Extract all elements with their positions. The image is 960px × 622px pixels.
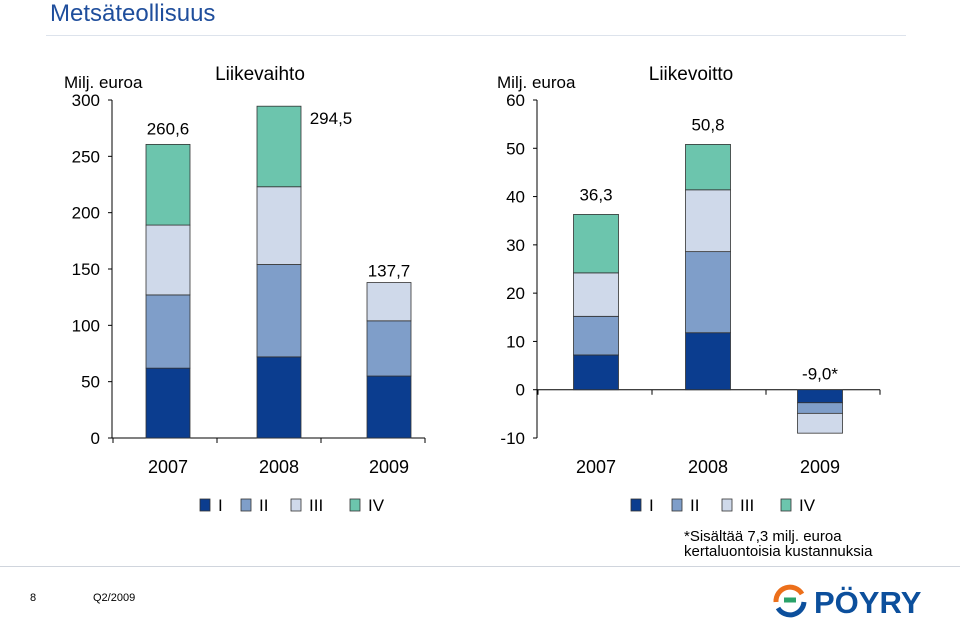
bar-segment <box>797 402 843 414</box>
legend-swatch <box>630 498 642 512</box>
legend-label: I <box>649 496 654 515</box>
unit-label: Milj. euroa <box>497 73 576 92</box>
y-tick-label: 20 <box>506 284 525 303</box>
poyry-logo: PÖYRY <box>773 584 922 618</box>
bar-segment <box>145 224 191 296</box>
bar-segment <box>366 282 412 322</box>
bar-segment <box>256 105 302 188</box>
y-tick-label: 50 <box>506 139 525 158</box>
y-tick-label: 150 <box>72 260 100 279</box>
legend-label: IV <box>368 496 385 515</box>
footer-divider <box>0 566 960 567</box>
bar-segment <box>797 389 843 404</box>
y-tick-label: 0 <box>516 381 525 400</box>
bar-segment <box>573 315 619 356</box>
bar-total-label: 260,6 <box>147 119 190 138</box>
chart-title: Liikevaihto <box>215 64 305 85</box>
bar-segment <box>145 143 191 226</box>
y-tick-label: 60 <box>506 91 525 110</box>
legend-label: I <box>218 496 223 515</box>
bar-segment <box>573 214 619 274</box>
x-category-label: 2009 <box>369 457 409 477</box>
y-tick-label: 30 <box>506 236 525 255</box>
legend-swatch <box>671 498 683 512</box>
bar-segment <box>573 354 619 391</box>
bar-segment <box>685 144 731 191</box>
bar-segment <box>145 294 191 369</box>
title-divider <box>46 35 906 36</box>
bar-segment <box>573 272 619 317</box>
y-tick-label: 0 <box>91 429 100 448</box>
legend-swatch <box>199 498 211 512</box>
bar-total-label: -9,0* <box>802 365 838 384</box>
y-tick-label: 50 <box>81 373 100 392</box>
x-category-label: 2007 <box>576 457 616 477</box>
x-category-label: 2008 <box>259 457 299 477</box>
footnote-line-1: *Sisältää 7,3 milj. euroa <box>684 528 842 545</box>
bar-segment <box>685 189 731 253</box>
footer-period: Q2/2009 <box>93 592 136 604</box>
bar-segment <box>685 332 731 391</box>
legend-label: III <box>309 496 323 515</box>
legend-label: II <box>690 496 699 515</box>
bar-segment <box>685 251 731 334</box>
legend-swatch <box>349 498 361 512</box>
legend-swatch <box>721 498 733 512</box>
bar-total-label: 36,3 <box>579 185 612 204</box>
bar-segment <box>366 375 412 439</box>
y-tick-label: -10 <box>500 429 525 448</box>
page-number: 8 <box>30 592 37 604</box>
bar-total-label: 137,7 <box>368 262 411 281</box>
legend-swatch <box>290 498 302 512</box>
logo-mark-icon <box>773 584 807 618</box>
page-title: Metsäteollisuus <box>50 0 216 27</box>
y-tick-label: 250 <box>72 147 100 166</box>
unit-label: Milj. euroa <box>64 73 143 92</box>
footnote: *Sisältää 7,3 milj. euroa kertaluontoisi… <box>684 529 944 559</box>
y-tick-label: 10 <box>506 332 525 351</box>
x-category-label: 2008 <box>688 457 728 477</box>
legend-label: II <box>259 496 268 515</box>
bar-segment <box>256 186 302 265</box>
footnote-line-2: kertaluontoisia kustannuksia <box>684 543 873 560</box>
legend-label: IV <box>799 496 816 515</box>
bar-segment <box>256 356 302 439</box>
chart-title: Liikevoitto <box>649 64 734 85</box>
bar-total-label: 294,5 <box>310 109 353 128</box>
bar-segment <box>145 367 191 439</box>
y-tick-label: 300 <box>72 91 100 110</box>
logo-wordmark: PÖYRY <box>814 585 922 618</box>
legend-swatch <box>240 498 252 512</box>
y-tick-label: 40 <box>506 188 525 207</box>
bar-segment <box>797 412 843 434</box>
y-tick-label: 200 <box>72 204 100 223</box>
x-category-label: 2007 <box>148 457 188 477</box>
bar-segment <box>366 320 412 377</box>
bar-total-label: 50,8 <box>691 115 724 134</box>
y-tick-label: 100 <box>72 316 100 335</box>
x-category-label: 2009 <box>800 457 840 477</box>
charts-canvas: 050100150200250300260,62007294,52008137,… <box>64 64 881 515</box>
legend-label: III <box>740 496 754 515</box>
legend-swatch <box>780 498 792 512</box>
bar-segment <box>256 264 302 358</box>
